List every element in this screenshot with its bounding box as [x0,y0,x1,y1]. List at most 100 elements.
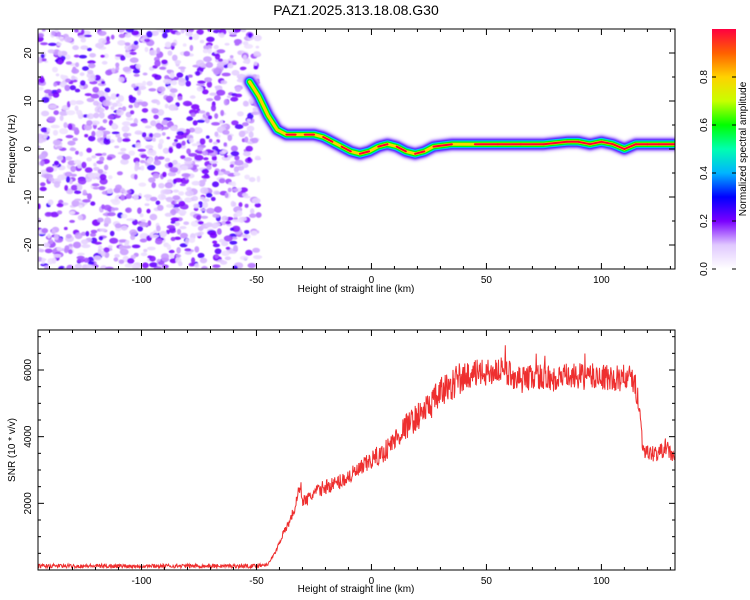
noise-blob [82,199,91,203]
noise-blob [143,136,153,140]
noise-blob [214,53,221,60]
noise-blob [179,243,188,248]
noise-blob [184,248,192,252]
noise-blob [245,145,253,152]
noise-blob [106,135,111,139]
noise-blob [79,151,84,157]
noise-blob [164,41,172,48]
noise-blob [118,259,125,264]
noise-blob [58,265,66,269]
y-tick-label: 2000 [23,492,34,515]
noise-blob [161,257,170,262]
noise-blob [213,68,223,75]
noise-blob [97,90,105,97]
noise-blob [86,157,92,162]
noise-blob [97,217,104,223]
noise-blob [253,34,262,42]
noise-blob [104,217,112,224]
noise-blob [64,185,69,191]
noise-blob [253,51,261,56]
noise-blob [221,72,231,77]
snr-frame [37,329,676,571]
noise-blob [233,171,238,176]
noise-blob [221,149,228,154]
ridge-core [414,150,426,155]
noise-blob [40,127,48,133]
noise-blob [93,100,99,106]
noise-blob [206,36,215,42]
noise-blob [87,172,94,179]
ridge-core [322,136,334,143]
noise-blob [86,97,95,103]
noise-blob [206,81,213,88]
noise-blob [121,213,128,219]
noise-blob [88,63,96,69]
noise-blob [52,92,60,98]
noise-blob [243,151,251,157]
noise-blob [91,120,100,126]
noise-blob [157,204,164,211]
noise-blob [141,132,147,138]
noise-blob [146,208,151,214]
noise-blob [57,155,64,161]
noise-blob [81,161,87,169]
noise-blob [141,108,149,113]
noise-blob [205,61,214,68]
noise-blob [227,134,233,142]
colorbar-tick-label: 0.8 [699,70,710,84]
noise-blob [188,127,195,133]
x-tick-label: -50 [249,275,264,286]
noise-blob [94,74,101,81]
noise-blob [213,170,219,176]
noise-blob [38,153,46,160]
noise-blob [44,265,50,269]
noise-blob [128,104,133,109]
noise-blob [95,130,104,137]
noise-blob [229,250,237,254]
noise-blob [56,203,64,208]
noise-blob [219,120,224,124]
noise-blob [148,133,154,138]
noise-blob [64,245,70,252]
noise-blob [59,81,67,88]
noise-blob [216,89,226,96]
noise-blob [182,100,192,107]
noise-blob [144,125,152,129]
noise-blob [126,218,135,222]
noise-blob [125,29,135,33]
noise-blob [203,157,209,161]
noise-blob [164,182,173,189]
noise-blob [109,230,115,237]
noise-blob [178,191,185,196]
noise-blob [98,186,106,191]
noise-blob [41,58,47,62]
noise-blob [195,71,201,76]
noise-blob [41,110,50,117]
noise-blob [231,120,239,126]
noise-blob [54,160,59,166]
noise-blob [240,216,247,221]
noise-blob [53,181,61,188]
noise-blob [120,147,127,152]
noise-blob [41,96,50,103]
noise-blob [176,247,181,254]
y-tick-label: -20 [23,237,34,252]
noise-blob [48,177,55,182]
noise-blob [134,130,143,135]
noise-blob [98,111,105,119]
noise-blob [149,49,158,56]
noise-blob [122,106,127,112]
noise-blob [140,165,145,171]
noise-blob [120,158,129,165]
noise-blob [82,189,87,196]
noise-blob [38,145,41,149]
noise-blob [124,44,133,51]
noise-blob [113,207,119,211]
noise-blob [157,156,165,160]
colorbar-tick-label: 0.6 [699,118,710,132]
noise-blob [184,251,192,255]
noise-blob [38,203,41,210]
noise-blob [97,169,104,174]
noise-blob [222,130,230,135]
noise-blob [59,115,64,121]
